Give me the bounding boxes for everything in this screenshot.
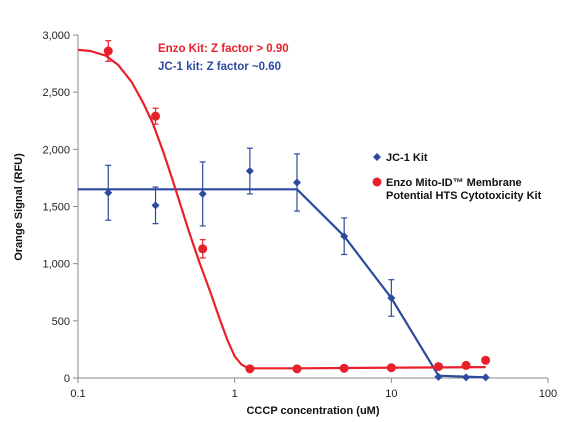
y-tick-label: 1,000 — [42, 259, 70, 271]
legend-label-jc1: JC-1 Kit — [386, 152, 428, 164]
data-point-jc1 — [198, 189, 207, 198]
data-point-enzo — [245, 364, 255, 374]
fit-line-enzo — [77, 48, 486, 370]
data-point-enzo — [339, 363, 349, 373]
data-point-jc1 — [151, 201, 160, 210]
data-points — [103, 46, 491, 382]
y-tick-label: 1,500 — [42, 202, 70, 214]
legend-label-enzo: Enzo Mito-ID™ Membrane Potential HTS Cyt… — [386, 177, 542, 202]
data-point-jc1 — [293, 178, 302, 187]
y-axis-ticks: 0 500 1,000 1,500 2,000 2,500 3,000 — [42, 30, 78, 385]
y-tick-label: 2,500 — [42, 87, 70, 99]
data-point-jc1 — [462, 373, 471, 382]
data-point-enzo — [198, 244, 208, 254]
y-axis-title: Orange Signal (RFU) — [13, 153, 25, 261]
legend-circle-marker — [372, 177, 382, 187]
legend: JC-1 Kit Enzo Mito-ID™ Membrane Potentia… — [372, 152, 542, 202]
data-point-jc1 — [245, 167, 254, 176]
legend-item-enzo: Enzo Mito-ID™ Membrane Potential HTS Cyt… — [372, 177, 542, 202]
legend-label-enzo-line1: Enzo Mito-ID™ Membrane — [386, 177, 522, 189]
legend-diamond-marker — [373, 153, 381, 161]
legend-item-jc1: JC-1 Kit — [373, 152, 428, 164]
data-point-jc1 — [481, 373, 490, 382]
data-point-enzo — [461, 360, 471, 370]
x-tick-label: 0.1 — [70, 388, 85, 400]
data-point-enzo — [151, 111, 161, 121]
data-point-jc1 — [340, 232, 349, 241]
x-axis-title: CCCP concentration (uM) — [246, 405, 379, 417]
y-tick-label: 500 — [52, 316, 70, 328]
fit-curves — [77, 48, 486, 379]
data-point-jc1 — [387, 293, 396, 302]
x-tick-label: 100 — [539, 388, 557, 400]
y-tick-label: 3,000 — [42, 30, 70, 42]
annotation-jc1-zfactor: JC-1 kit: Z factor ~0.60 — [158, 61, 281, 73]
y-tick-label: 0 — [64, 373, 70, 385]
data-point-enzo — [433, 362, 443, 372]
data-point-enzo — [292, 364, 302, 374]
data-point-enzo — [103, 46, 113, 56]
x-tick-label: 10 — [385, 388, 397, 400]
data-point-jc1 — [104, 188, 113, 197]
data-point-jc1 — [434, 372, 443, 381]
x-axis-ticks: 0.1 1 10 100 — [70, 378, 557, 400]
error-bars — [105, 40, 395, 317]
annotation-enzo-zfactor: Enzo Kit: Z factor > 0.90 — [158, 43, 289, 55]
fit-line-jc1 — [78, 188, 486, 379]
data-point-enzo — [481, 355, 491, 365]
x-tick-label: 1 — [232, 388, 238, 400]
legend-label-enzo-line2: Potential HTS Cytotoxicity Kit — [386, 190, 542, 202]
y-tick-label: 2,000 — [42, 144, 70, 156]
data-point-enzo — [386, 363, 396, 373]
